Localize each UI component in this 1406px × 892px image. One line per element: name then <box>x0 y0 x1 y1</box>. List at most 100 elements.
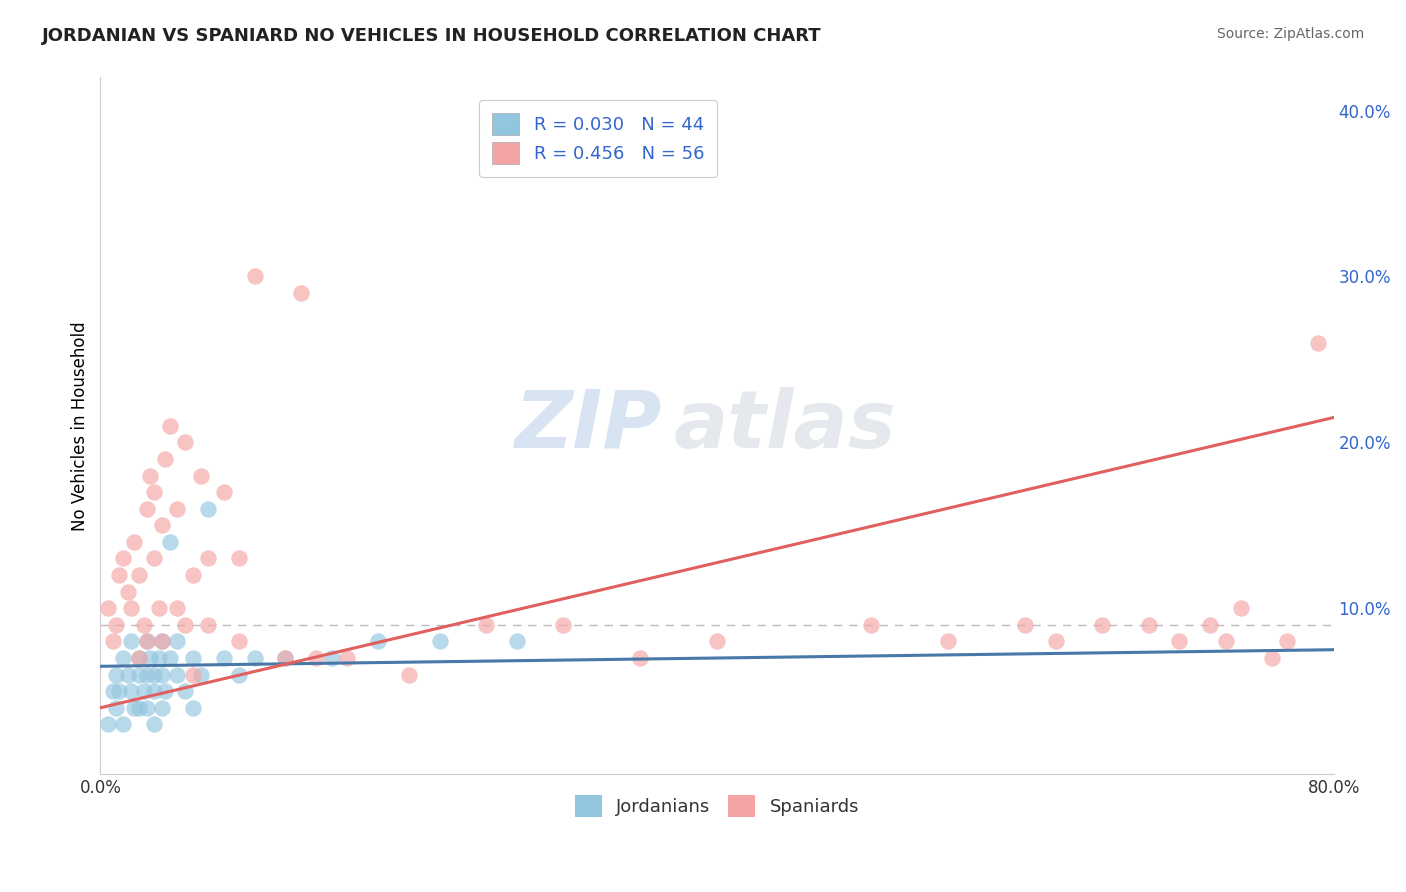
Point <box>128 651 150 665</box>
Point <box>122 700 145 714</box>
Point <box>305 651 328 665</box>
Point <box>181 568 204 582</box>
Text: ZIP: ZIP <box>515 387 661 465</box>
Point <box>138 468 160 483</box>
Point <box>1199 617 1222 632</box>
Point <box>628 651 651 665</box>
Point <box>174 617 197 632</box>
Point <box>197 617 219 632</box>
Point <box>132 617 155 632</box>
Point <box>1261 651 1284 665</box>
Point <box>228 551 250 566</box>
Point <box>159 535 181 549</box>
Legend: Jordanians, Spaniards: Jordanians, Spaniards <box>568 788 866 824</box>
Point <box>108 568 131 582</box>
Point <box>143 551 166 566</box>
Point <box>1137 617 1160 632</box>
Point <box>135 501 157 516</box>
Point <box>135 667 157 681</box>
Point <box>274 651 297 665</box>
Point <box>135 634 157 648</box>
Point <box>153 452 176 467</box>
Point <box>143 684 166 698</box>
Point <box>166 667 188 681</box>
Point <box>132 684 155 698</box>
Point <box>153 684 176 698</box>
Point <box>101 634 124 648</box>
Point <box>122 535 145 549</box>
Point <box>112 551 135 566</box>
Point <box>174 435 197 450</box>
Point <box>174 684 197 698</box>
Point <box>120 634 142 648</box>
Point <box>1230 601 1253 615</box>
Point <box>150 634 173 648</box>
Point <box>936 634 959 648</box>
Point <box>150 667 173 681</box>
Point <box>166 501 188 516</box>
Point <box>1168 634 1191 648</box>
Text: atlas: atlas <box>673 387 897 465</box>
Point <box>104 617 127 632</box>
Point <box>128 700 150 714</box>
Point <box>135 700 157 714</box>
Point <box>128 651 150 665</box>
Point <box>128 667 150 681</box>
Point <box>429 634 451 648</box>
Point <box>860 617 883 632</box>
Point <box>551 617 574 632</box>
Point <box>150 518 173 533</box>
Point <box>212 651 235 665</box>
Point <box>197 501 219 516</box>
Point <box>398 667 420 681</box>
Point <box>181 651 204 665</box>
Point <box>117 584 139 599</box>
Point <box>135 634 157 648</box>
Point <box>190 468 212 483</box>
Point <box>143 485 166 500</box>
Point <box>166 634 188 648</box>
Point <box>97 717 120 731</box>
Point <box>367 634 389 648</box>
Point <box>1045 634 1067 648</box>
Point <box>143 717 166 731</box>
Point <box>706 634 728 648</box>
Text: Source: ZipAtlas.com: Source: ZipAtlas.com <box>1216 27 1364 41</box>
Point <box>120 601 142 615</box>
Point <box>104 667 127 681</box>
Point <box>1014 617 1036 632</box>
Point <box>212 485 235 500</box>
Point <box>228 667 250 681</box>
Point <box>148 651 170 665</box>
Point <box>112 651 135 665</box>
Point <box>108 684 131 698</box>
Point <box>243 651 266 665</box>
Point <box>505 634 527 648</box>
Point <box>117 667 139 681</box>
Point <box>1308 335 1330 350</box>
Point <box>104 700 127 714</box>
Point <box>290 286 312 301</box>
Point <box>112 717 135 731</box>
Point <box>243 269 266 284</box>
Point <box>336 651 359 665</box>
Point <box>197 551 219 566</box>
Point <box>181 700 204 714</box>
Point <box>166 601 188 615</box>
Point <box>274 651 297 665</box>
Point <box>159 418 181 433</box>
Text: JORDANIAN VS SPANIARD NO VEHICLES IN HOUSEHOLD CORRELATION CHART: JORDANIAN VS SPANIARD NO VEHICLES IN HOU… <box>42 27 821 45</box>
Point <box>474 617 496 632</box>
Point <box>1215 634 1237 648</box>
Point <box>1091 617 1114 632</box>
Point <box>97 601 120 615</box>
Point <box>181 667 204 681</box>
Point <box>321 651 343 665</box>
Point <box>148 601 170 615</box>
Point <box>101 684 124 698</box>
Point <box>138 651 160 665</box>
Point <box>120 684 142 698</box>
Point <box>228 634 250 648</box>
Point <box>1277 634 1299 648</box>
Point <box>128 568 150 582</box>
